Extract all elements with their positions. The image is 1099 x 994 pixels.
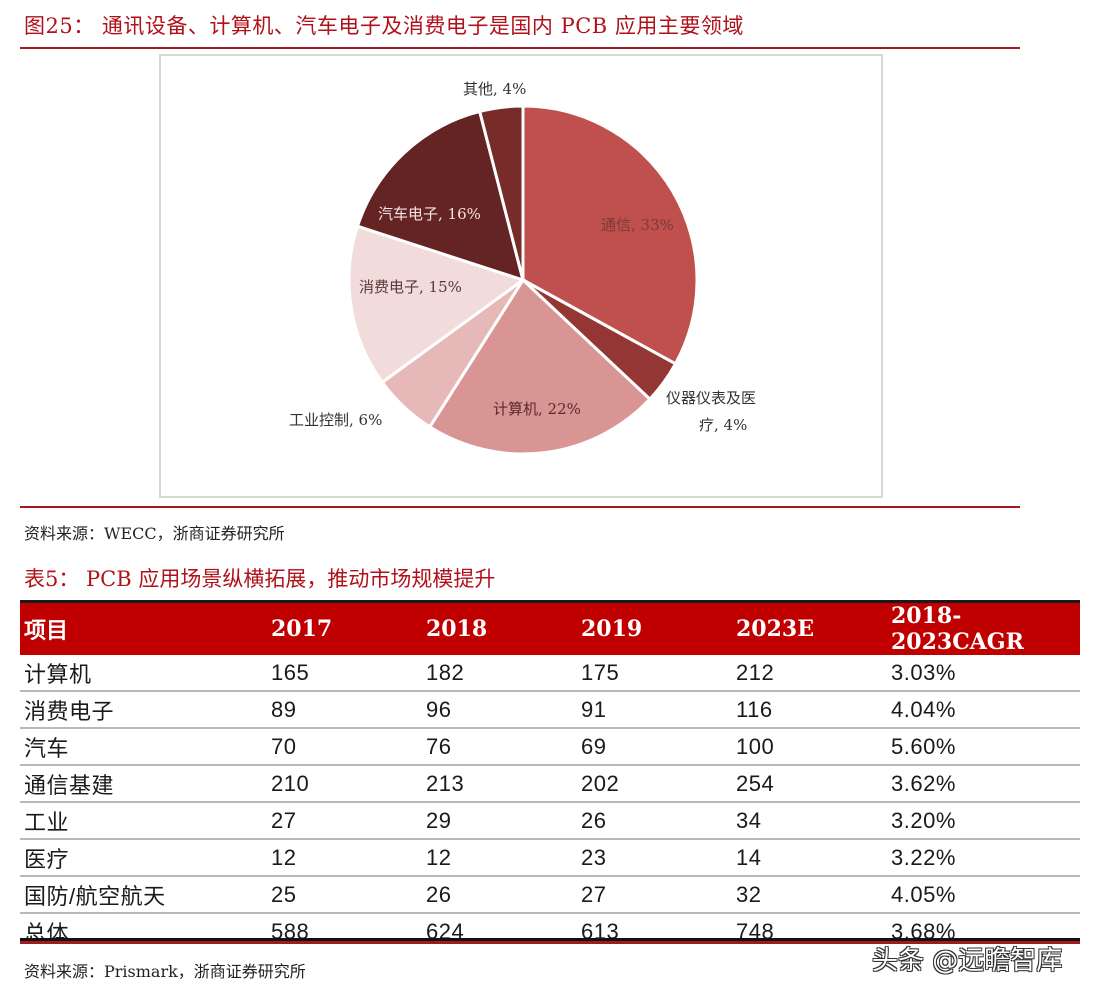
- table-top-rule: [20, 600, 1080, 603]
- header-2019: 2019: [577, 603, 732, 655]
- table-row: 通信基建 210 213 202 254 3.62%: [20, 765, 1080, 803]
- cell-item: 汽车: [20, 728, 267, 766]
- cell-cagr: 3.62%: [887, 765, 1080, 803]
- pie-chart: 通信, 33% 仪器仪表及医 疗, 4% 计算机, 22% 工业控制, 6% 消…: [289, 80, 756, 456]
- header-item: 项目: [20, 603, 267, 655]
- cell-2018: 76: [422, 728, 577, 766]
- table-header-row: 项目 2017 2018 2019 2023E 2018-2023CAGR: [20, 603, 1080, 655]
- cell-item: 通信基建: [20, 765, 267, 803]
- label-qiche: 汽车电子, 16%: [378, 205, 481, 223]
- cell-cagr: 5.60%: [887, 728, 1080, 766]
- header-cagr: 2018-2023CAGR: [887, 603, 1080, 655]
- cell-2019: 27: [577, 876, 732, 914]
- cell-2019: 175: [577, 655, 732, 692]
- cell-cagr: 4.04%: [887, 691, 1080, 729]
- table-row: 工业 27 29 26 34 3.20%: [20, 802, 1080, 840]
- cell-2017: 210: [267, 765, 422, 803]
- figure-title-rule: [20, 47, 1020, 49]
- pie-slice: [477, 104, 525, 281]
- cell-item: 计算机: [20, 655, 267, 692]
- cell-2019: 26: [577, 802, 732, 840]
- pie-slice: [347, 224, 527, 385]
- cell-cagr: 3.20%: [887, 802, 1080, 840]
- cell-2017: 70: [267, 728, 422, 766]
- cell-2023e: 32: [732, 876, 887, 914]
- table-row: 计算机 165 182 175 212 3.03%: [20, 655, 1080, 692]
- cell-2018: 213: [422, 765, 577, 803]
- table-row: 消费电子 89 96 91 116 4.04%: [20, 691, 1080, 729]
- pie-chart-frame: 通信, 33% 仪器仪表及医 疗, 4% 计算机, 22% 工业控制, 6% 消…: [159, 54, 883, 498]
- cell-2018: 12: [422, 839, 577, 877]
- cell-item: 国防/航空航天: [20, 876, 267, 914]
- pie-slice: [355, 109, 526, 283]
- cell-2023e: 254: [732, 765, 887, 803]
- table-bottom-rule-red: [20, 941, 1080, 944]
- label-xiaofei: 消费电子, 15%: [359, 278, 462, 296]
- label-jisuanji: 计算机, 22%: [493, 400, 581, 418]
- table-row: 汽车 70 76 69 100 5.60%: [20, 728, 1080, 766]
- table-title: 表5： PCB 应用场景纵横拓展，推动市场规模提升: [24, 567, 496, 591]
- cell-2017: 12: [267, 839, 422, 877]
- table-source: 资料来源：Prismark，浙商证券研究所: [24, 962, 306, 981]
- label-yiqi-line2: 疗, 4%: [699, 416, 747, 434]
- figure-source: 资料来源：WECC，浙商证券研究所: [24, 524, 285, 543]
- cell-item: 医疗: [20, 839, 267, 877]
- label-qita: 其他, 4%: [463, 80, 526, 98]
- cell-2018: 29: [422, 802, 577, 840]
- label-yiqi-line1: 仪器仪表及医: [666, 389, 756, 407]
- figure-title: 图25： 通讯设备、计算机、汽车电子及消费电子是国内 PCB 应用主要领域: [24, 14, 744, 38]
- cell-2019: 69: [577, 728, 732, 766]
- cell-2023e: 212: [732, 655, 887, 692]
- pie-slice: [521, 104, 699, 366]
- cell-2017: 25: [267, 876, 422, 914]
- cell-2017: 165: [267, 655, 422, 692]
- cell-cagr: 3.22%: [887, 839, 1080, 877]
- cell-cagr: 3.03%: [887, 655, 1080, 692]
- cell-2023e: 14: [732, 839, 887, 877]
- cell-2023e: 100: [732, 728, 887, 766]
- cell-item: 消费电子: [20, 691, 267, 729]
- header-2017: 2017: [267, 603, 422, 655]
- cell-2019: 202: [577, 765, 732, 803]
- table-row: 国防/航空航天 25 26 27 32 4.05%: [20, 876, 1080, 914]
- cell-2023e: 116: [732, 691, 887, 729]
- label-gongye: 工业控制, 6%: [289, 411, 382, 429]
- cell-2017: 89: [267, 691, 422, 729]
- cell-cagr: 4.05%: [887, 876, 1080, 914]
- header-2023e: 2023E: [732, 603, 887, 655]
- data-table: 项目 2017 2018 2019 2023E 2018-2023CAGR 计算…: [20, 603, 1080, 949]
- cell-2019: 23: [577, 839, 732, 877]
- cell-2023e: 34: [732, 802, 887, 840]
- table-bottom-rule-black: [20, 938, 1080, 941]
- cell-2018: 182: [422, 655, 577, 692]
- watermark: 头条 @远瞻智库: [872, 946, 1063, 976]
- table-row: 医疗 12 12 23 14 3.22%: [20, 839, 1080, 877]
- cell-2018: 96: [422, 691, 577, 729]
- header-2018: 2018: [422, 603, 577, 655]
- figure-bottom-rule: [20, 506, 1020, 508]
- cell-2018: 26: [422, 876, 577, 914]
- cell-2019: 91: [577, 691, 732, 729]
- pie-slices: [347, 104, 699, 456]
- pie-slice: [427, 277, 652, 456]
- label-tongxin: 通信, 33%: [601, 216, 674, 234]
- cell-item: 工业: [20, 802, 267, 840]
- cell-2017: 27: [267, 802, 422, 840]
